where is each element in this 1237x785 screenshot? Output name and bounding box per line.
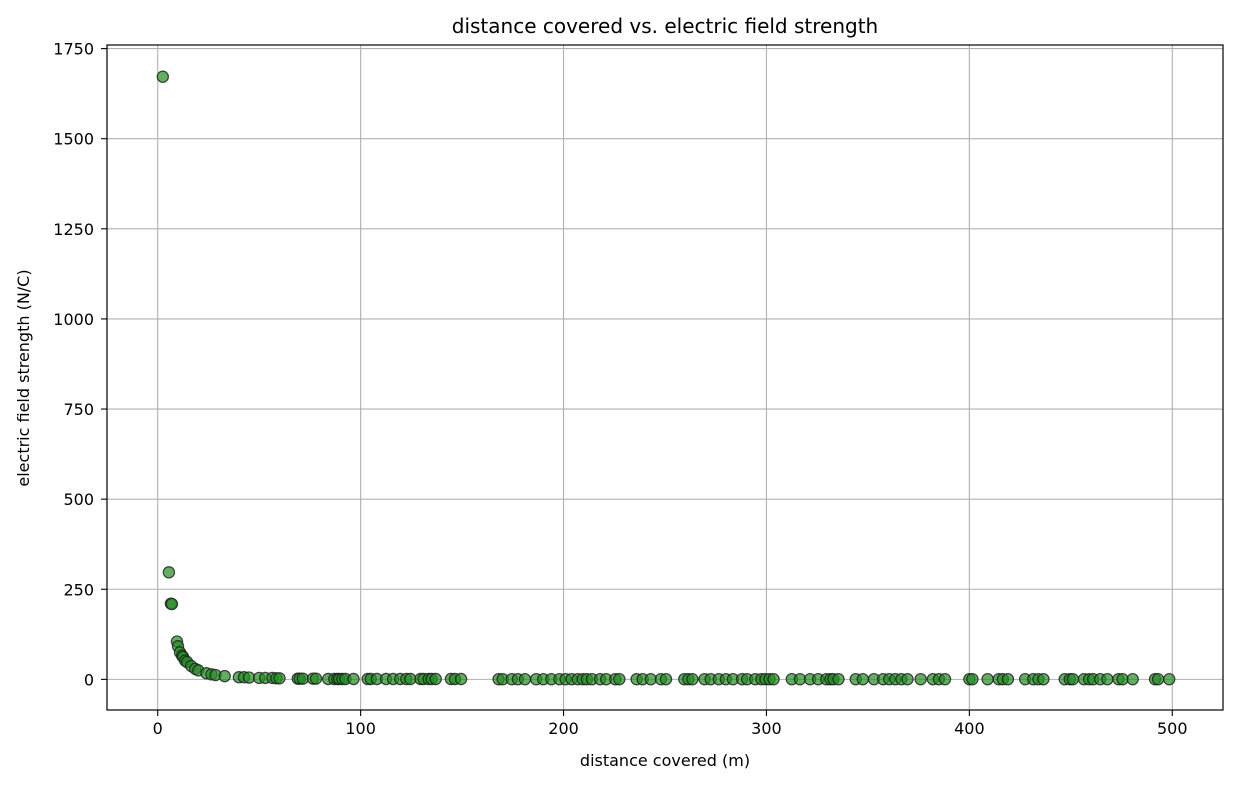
x-tick-label: 100 [345, 719, 376, 738]
scatter-point [613, 672, 626, 686]
scatter-point [1151, 672, 1165, 686]
scatter-point [218, 669, 231, 683]
x-axis-ticks: 0 100 200 300 400 500 [153, 710, 1188, 738]
x-tick-label: 200 [548, 719, 579, 738]
scatter-point [856, 672, 870, 686]
y-tick-label: 250 [63, 580, 94, 599]
scatter-point [686, 672, 699, 686]
scatter-point [429, 672, 442, 686]
scatter-point [162, 566, 176, 579]
scatter-point [1101, 672, 1114, 686]
y-tick-label: 1500 [53, 130, 94, 149]
scatter-point [518, 672, 532, 686]
plot-area-frame [106, 44, 1224, 711]
scatter-point [1001, 672, 1015, 686]
scatter-point [273, 672, 286, 685]
x-axis-label: distance covered (m) [580, 751, 750, 770]
y-tick-label: 0 [84, 670, 94, 689]
y-axis-label: electric field strength (N/C) [14, 269, 33, 486]
scatter-point [832, 672, 845, 686]
scatter-point [659, 672, 673, 686]
scatter-point [914, 672, 927, 686]
scatter-point [793, 672, 807, 686]
scatter-point [1066, 672, 1080, 686]
scatter-point [242, 671, 256, 684]
scatter-point [1037, 672, 1050, 686]
scatter-point [404, 672, 417, 686]
scatter-point [1116, 672, 1129, 686]
scatter-point [981, 672, 994, 686]
x-tick-label: 400 [954, 719, 985, 738]
scatter-point [767, 672, 780, 686]
scatter-point [1126, 672, 1139, 686]
scatter-point [938, 672, 952, 686]
x-tick-label: 300 [751, 719, 782, 738]
scatter-point [901, 672, 914, 686]
y-tick-label: 500 [63, 490, 94, 509]
y-tick-label: 1000 [53, 310, 94, 329]
chart-title: distance covered vs. electric field stre… [452, 14, 878, 38]
grid-lines [107, 45, 1223, 710]
scatter-point [1163, 672, 1176, 686]
scatter-point [165, 597, 179, 611]
data-points [156, 70, 1176, 686]
x-tick-label: 0 [153, 719, 163, 738]
y-tick-label: 750 [63, 400, 94, 419]
y-axis-ticks: 0 250 500 750 1000 1250 1500 1750 [53, 40, 107, 689]
x-tick-label: 500 [1157, 719, 1188, 738]
y-tick-label: 1750 [53, 40, 94, 59]
scatter-point [966, 672, 979, 686]
scatter-point [347, 672, 360, 686]
scatter-point [644, 672, 657, 686]
y-tick-label: 1250 [53, 220, 94, 239]
scatter-point [156, 70, 169, 83]
scatter-point [309, 672, 323, 685]
scatter-point [296, 672, 310, 685]
scatter-point [454, 672, 468, 686]
